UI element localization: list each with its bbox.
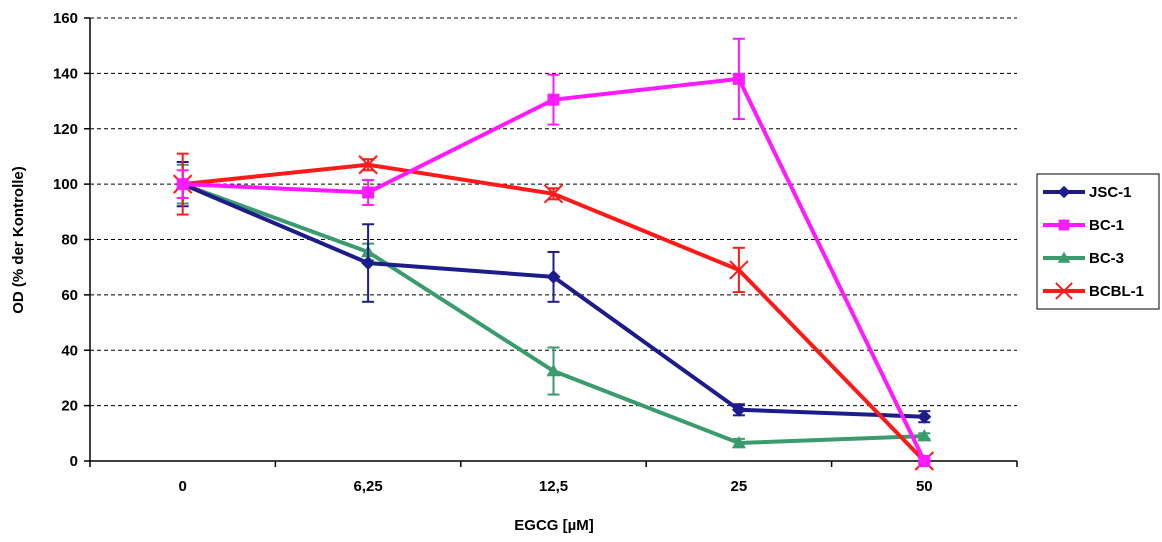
marker-x-stroke — [543, 184, 564, 204]
y-tick-label: 120 — [53, 121, 78, 138]
y-tick-label: 20 — [61, 398, 78, 415]
marker-x — [358, 155, 378, 175]
marker-triangle — [731, 436, 746, 449]
legend-item-bc-3: BC-3 — [1043, 250, 1124, 267]
marker-square — [176, 178, 189, 191]
marker-x-stroke — [729, 260, 749, 280]
marker-x — [543, 184, 564, 204]
marker-square — [732, 72, 745, 85]
marker-square — [1058, 219, 1070, 231]
legend-box — [1036, 173, 1160, 310]
series-bcbl-1 — [172, 152, 935, 471]
marker-square — [547, 93, 560, 106]
legend-label: BCBL-1 — [1089, 283, 1144, 300]
series-bc-1 — [176, 37, 931, 467]
marker-square — [362, 186, 375, 199]
y-tick-label: 0 — [70, 453, 78, 470]
x-axis-title: EGCG [µM] — [514, 517, 593, 534]
marker-triangle — [1057, 251, 1071, 263]
x-tick-label: 12,5 — [539, 478, 568, 495]
marker-x — [729, 260, 749, 280]
y-tick-label: 140 — [53, 65, 78, 82]
x-tick-labels: 0 6,25 12,5 25 50 — [179, 478, 933, 495]
y-tick-label: 100 — [53, 176, 78, 193]
legend: JSC-1 BC-1 BC-3 BCBL-1 — [1036, 173, 1160, 310]
x-tick-label: 25 — [731, 478, 748, 495]
series-line — [182, 162, 926, 463]
legend-label: BC-3 — [1089, 250, 1124, 267]
legend-label: BC-1 — [1089, 217, 1124, 234]
series-group — [172, 37, 935, 471]
y-tick-label: 80 — [61, 232, 78, 249]
marker-diamond — [1057, 185, 1071, 199]
legend-item-bc-1: BC-1 — [1043, 217, 1124, 234]
y-tick-label: 60 — [61, 287, 78, 304]
x-tick-label: 50 — [916, 478, 933, 495]
axes — [84, 17, 1018, 467]
series-jsc-1 — [175, 160, 932, 424]
marker-x — [1055, 282, 1073, 300]
y-axis-title: OD (% der Kontrolle) — [10, 166, 27, 314]
marker-triangle — [546, 364, 561, 377]
marker-diamond — [731, 402, 746, 417]
x-tick-label: 6,25 — [353, 478, 382, 495]
x-tick-label: 0 — [179, 478, 187, 495]
marker-square — [918, 455, 931, 467]
series-line — [182, 182, 925, 446]
marker-diamond — [546, 269, 561, 284]
legend-item-jsc-1: JSC-1 — [1043, 184, 1132, 201]
y-tick-label: 40 — [61, 342, 78, 359]
legend-item-bcbl-1: BCBL-1 — [1043, 282, 1144, 300]
y-tick-label: 160 — [53, 10, 78, 27]
marker-x-stroke — [358, 155, 378, 175]
marker-diamond — [361, 256, 376, 271]
marker-x-stroke — [1055, 282, 1073, 300]
y-tick-labels: 0 20 40 60 80 100 120 140 160 — [53, 10, 78, 470]
marker-triangle — [917, 429, 932, 442]
legend-label: JSC-1 — [1089, 184, 1132, 201]
marker-diamond — [917, 409, 932, 424]
